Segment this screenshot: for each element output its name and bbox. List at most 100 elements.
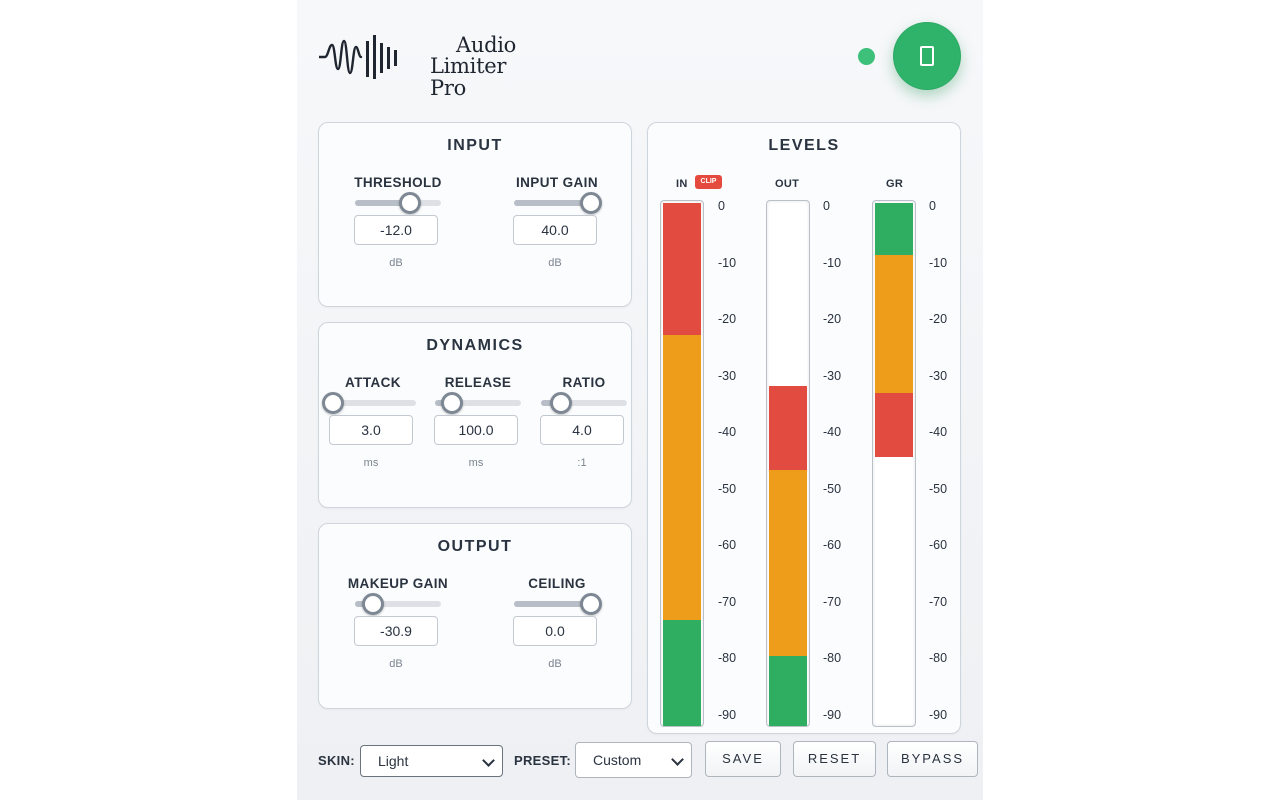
- input-panel-title: INPUT: [447, 137, 503, 154]
- scale-tick-label: -20: [718, 312, 737, 327]
- scale-tick-label: -60: [929, 538, 948, 553]
- makeup-gain-slider-thumb[interactable]: [362, 593, 385, 615]
- ratio-value-field[interactable]: 4.0: [540, 415, 624, 445]
- scale-tick-label: -70: [823, 594, 842, 609]
- scale-tick-label: -10: [929, 255, 948, 270]
- release-unit: ms: [468, 457, 484, 469]
- threshold-unit: dB: [389, 257, 403, 269]
- ceiling-value-field[interactable]: 0.0: [513, 616, 597, 646]
- ceiling-slider[interactable]: [514, 593, 602, 615]
- scale-tick-label: -50: [823, 481, 842, 496]
- preset-label: PRESET:: [514, 753, 572, 768]
- levels-panel-title: LEVELS: [768, 137, 840, 154]
- meter-label-in: IN: [676, 178, 688, 190]
- scale-tick-label: -80: [823, 651, 842, 666]
- scale-tick-label: -70: [929, 594, 948, 609]
- scale-tick-label: -30: [823, 368, 842, 383]
- skin-select[interactable]: Light: [360, 745, 503, 777]
- footer-toolbar: SKIN: Light PRESET: Custom SAVE RESET BY…: [297, 740, 983, 780]
- meter-segment-green: [875, 203, 913, 256]
- meter-segment-red: [769, 385, 807, 471]
- makeup-gain-unit: dB: [389, 658, 403, 670]
- input-gain-slider[interactable]: [514, 192, 602, 214]
- logo-text-line1: Audio: [456, 33, 516, 57]
- scale-tick-label: -50: [718, 481, 737, 496]
- meter-segment-orange: [663, 335, 701, 621]
- levels-panel: LEVELS IN CLIP 0 -10 -20 -30 -40 -50 -60 -70 -80…: [647, 122, 961, 734]
- scale-tick-label: -90: [929, 708, 948, 722]
- attack-value-field[interactable]: 3.0: [329, 415, 413, 445]
- scale-tick-label: 0: [929, 199, 936, 213]
- power-button[interactable]: [893, 22, 961, 90]
- meter-segment-green: [663, 620, 701, 726]
- logo: Audio Limiter Pro: [319, 30, 539, 99]
- input-panel: INPUT THRESHOLD -12.0 dB INPUT GAIN 40.0…: [318, 122, 632, 307]
- attack-unit: ms: [363, 457, 379, 469]
- release-label: RELEASE: [444, 375, 512, 390]
- scale-tick-label: -80: [718, 651, 737, 666]
- release-slider[interactable]: [435, 392, 521, 414]
- status-indicator: [858, 48, 875, 65]
- scale-tick-label: 0: [823, 199, 830, 213]
- threshold-label: THRESHOLD: [354, 175, 442, 190]
- preset-select[interactable]: Custom: [575, 742, 692, 778]
- ceiling-unit: dB: [548, 658, 562, 670]
- scale-tick-label: -10: [823, 255, 842, 270]
- waveform-logo-icon: [319, 35, 397, 79]
- ceiling-slider-thumb[interactable]: [579, 593, 602, 615]
- meter-segment-red: [663, 203, 701, 336]
- scale-tick-label: -80: [929, 651, 948, 666]
- save-button[interactable]: SAVE: [705, 741, 781, 777]
- makeup-gain-slider[interactable]: [355, 593, 441, 615]
- ratio-slider-thumb[interactable]: [549, 392, 572, 414]
- meter-segment-green: [769, 655, 807, 726]
- reset-button[interactable]: RESET: [793, 741, 876, 777]
- attack-slider[interactable]: [322, 392, 416, 414]
- clip-indicator[interactable]: CLIP: [695, 175, 722, 189]
- scale-tick-label: -70: [718, 594, 737, 609]
- makeup-gain-value-field[interactable]: -30.9: [354, 616, 438, 646]
- scale-tick-label: -10: [718, 255, 737, 270]
- scale-tick-label: -90: [718, 708, 737, 722]
- release-slider-thumb[interactable]: [441, 392, 464, 414]
- scale-gr: 0 -10 -20 -30 -40 -50 -60 -70 -80 -90: [929, 199, 959, 727]
- meter-segment-red: [875, 393, 913, 458]
- dynamics-panel: DYNAMICS ATTACK 3.0 ms RELEASE 100.0 ms …: [318, 322, 632, 508]
- skin-label: SKIN:: [318, 753, 355, 768]
- threshold-slider[interactable]: [355, 192, 441, 214]
- scale-tick-label: -40: [823, 425, 842, 440]
- threshold-value-field[interactable]: -12.0: [354, 215, 438, 245]
- dynamics-panel-title: DYNAMICS: [426, 337, 524, 354]
- audio-limiter-app: Audio Limiter Pro INPUT THRESHOLD -12.0 …: [297, 0, 983, 800]
- release-value-field[interactable]: 100.0: [434, 415, 518, 445]
- chevron-down-icon: [671, 753, 684, 766]
- attack-label: ATTACK: [345, 375, 401, 390]
- scale-tick-label: -30: [718, 368, 737, 383]
- input-gain-value-field[interactable]: 40.0: [513, 215, 597, 245]
- scale-tick-label: -20: [823, 312, 842, 327]
- bypass-button[interactable]: BYPASS: [887, 741, 978, 777]
- input-gain-slider-thumb[interactable]: [579, 192, 602, 214]
- scale-tick-label: -90: [823, 708, 842, 722]
- scale-tick-label: -60: [823, 538, 842, 553]
- logo-text-line2: Limiter Pro: [430, 54, 507, 100]
- threshold-slider-thumb[interactable]: [399, 192, 422, 214]
- ratio-slider[interactable]: [541, 392, 627, 414]
- meter-in: [660, 200, 704, 727]
- chevron-down-icon: [482, 754, 495, 767]
- input-gain-label: INPUT GAIN: [515, 175, 598, 190]
- meter-gr: [872, 200, 916, 727]
- meter-segment-orange: [769, 470, 807, 656]
- ratio-unit: :1: [577, 457, 587, 469]
- meter-label-gr: GR: [886, 178, 904, 190]
- scale-tick-label: -20: [929, 312, 948, 327]
- meter-segment-orange: [875, 255, 913, 394]
- attack-slider-thumb[interactable]: [322, 392, 345, 414]
- scale-tick-label: -40: [718, 425, 737, 440]
- ceiling-label: CEILING: [528, 576, 586, 591]
- output-panel-title: OUTPUT: [437, 538, 513, 555]
- makeup-gain-label: MAKEUP GAIN: [347, 576, 449, 591]
- meter-out: [766, 200, 810, 727]
- scale-tick-label: -30: [929, 368, 948, 383]
- input-gain-unit: dB: [548, 257, 562, 269]
